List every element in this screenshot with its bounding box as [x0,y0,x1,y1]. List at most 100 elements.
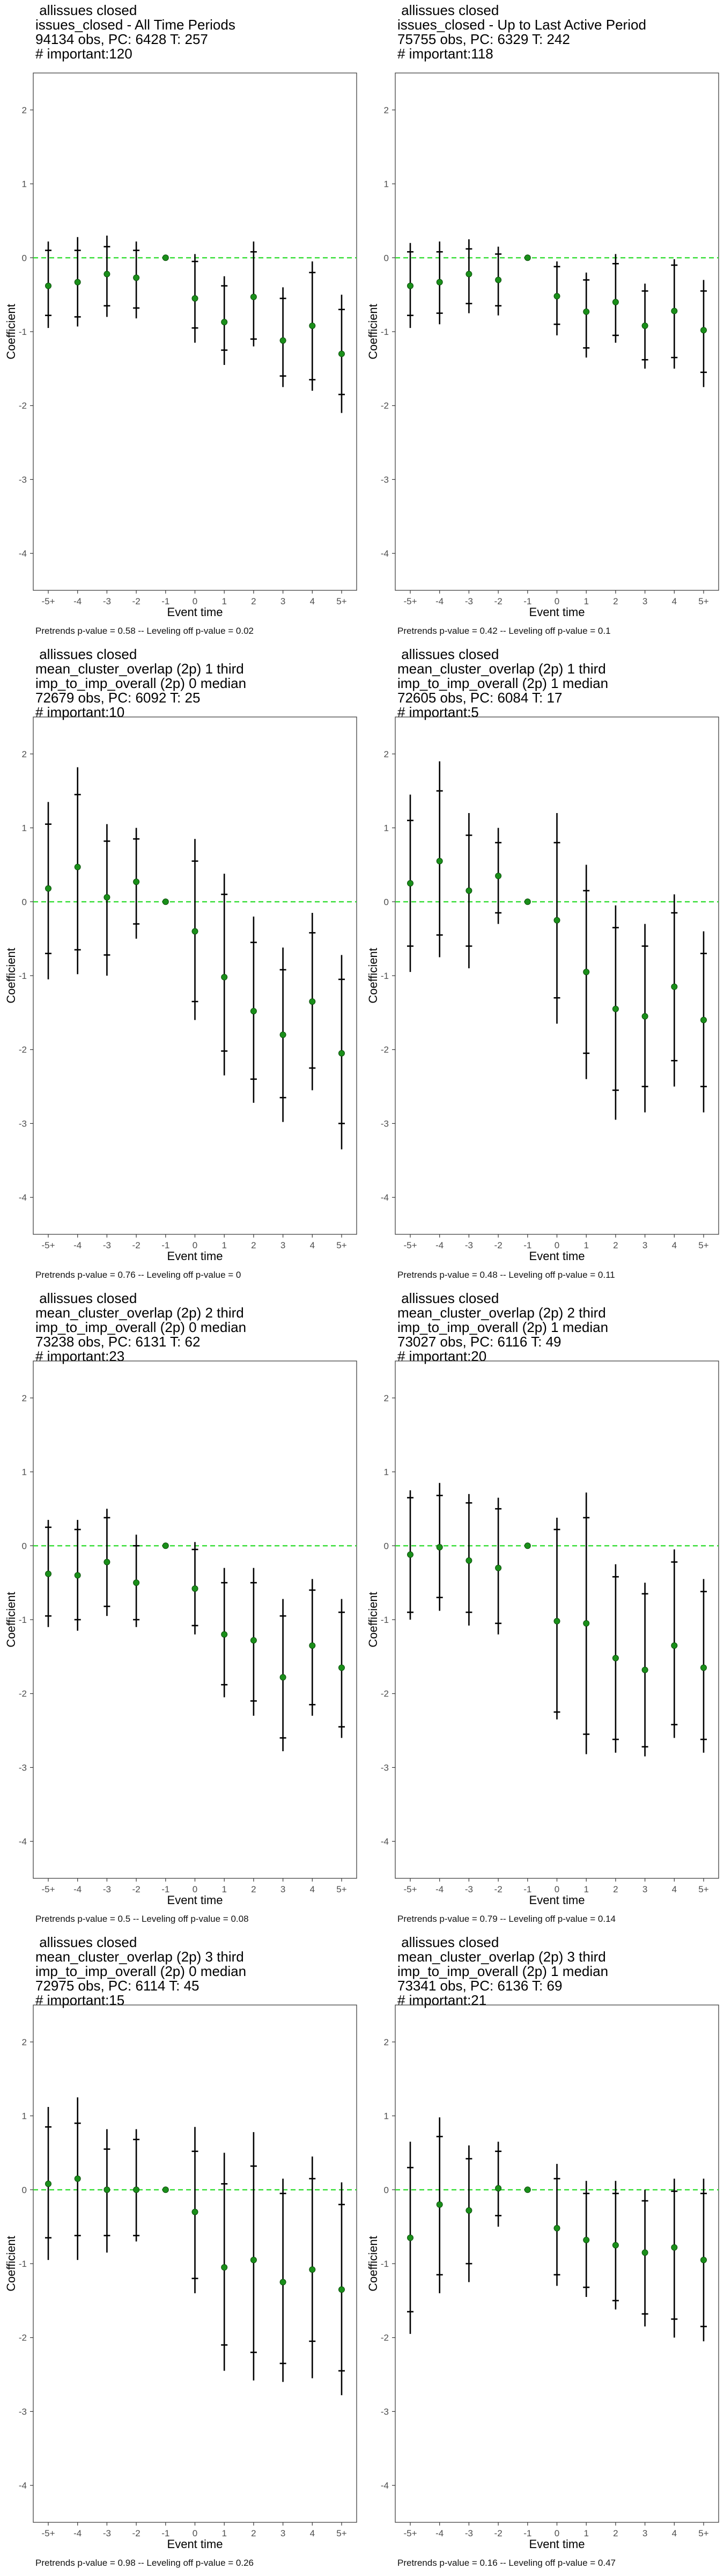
chart-header: allissues closed mean_cluster_overlap (2p… [397,647,608,720]
coefficient-point [671,2244,678,2251]
coefficient-point [191,295,198,302]
x-tick-label: 5+ [336,1240,346,1250]
x-axis-label: Event time [529,2537,585,2551]
x-tick-label: -3 [103,2528,111,2538]
coefficient-point [74,1572,81,1579]
chart-header: allissues closed issues_closed - Up to La… [397,3,646,61]
x-tick-label: 0 [555,1240,559,1250]
y-tick-label: -4 [19,1192,27,1203]
y-tick-label: -1 [381,971,389,981]
x-tick-label: 0 [193,596,197,606]
x-tick-label: -3 [465,1240,473,1250]
x-tick-label: -2 [132,1884,141,1894]
y-tick-label: -1 [381,327,389,337]
x-tick-label: -1 [523,2528,531,2538]
coefficient-point [74,279,81,286]
chart-header-line: mean_cluster_overlap (2p) 3 third [35,1949,244,1965]
x-tick-label: -3 [465,1884,473,1894]
chart-panel: allissues closed mean_cluster_overlap (2p… [0,644,362,1288]
chart-header-line: allissues closed [397,1290,499,1306]
x-tick-label: -1 [523,1884,531,1894]
chart-panel: allissues closed mean_cluster_overlap (2p… [362,1932,724,2576]
coefficient-point [221,974,228,980]
y-tick-label: 1 [384,823,389,833]
coefficient-point [524,898,531,905]
x-tick-label: 4 [310,596,315,606]
coefficient-point [495,1564,502,1571]
chart-header-line: allissues closed [35,2,137,18]
coefficient-point [250,1637,257,1644]
coefficient-point [524,2186,531,2193]
coefficient-point [641,1013,648,1020]
x-axis-label: Event time [529,1249,585,1263]
y-tick-label: -2 [19,2333,27,2343]
x-tick-label: 3 [280,596,285,606]
x-tick-label: 5+ [336,2528,346,2538]
x-tick-label: -2 [132,2528,141,2538]
coefficient-point [162,1542,169,1549]
chart-header-line: 72975 obs, PC: 6114 T: 45 [35,1978,200,1994]
y-tick-label: -2 [19,1689,27,1699]
x-tick-label: -5+ [403,1884,417,1894]
y-tick-label: -4 [381,1836,389,1847]
chart-header-line: 94134 obs, PC: 6428 T: 257 [35,31,208,47]
plot-area: -4 -3 -2 -1 0 1 2 -5+ -4 -3 -2 -1 0 1 2 3 4 5+ Event time C… [366,72,719,619]
x-tick-label: 0 [193,2528,197,2538]
x-axis-label: Event time [529,605,585,619]
coefficient-point [279,1674,286,1681]
x-tick-label: -3 [103,1240,111,1250]
y-tick-label: 0 [384,253,389,263]
coefficient-point [221,1631,228,1638]
x-tick-label: 5+ [698,1884,708,1894]
chart-header-line: mean_cluster_overlap (2p) 1 third [397,661,606,677]
y-tick-label: -4 [381,548,389,559]
y-tick-label: 2 [22,105,27,115]
chart-header: allissues closed mean_cluster_overlap (2p… [397,1291,608,1364]
coefficient-point [553,917,560,924]
coefficient-point [495,873,502,880]
x-tick-label: 3 [280,2528,285,2538]
coefficient-point [700,327,707,334]
chart-header-line: mean_cluster_overlap (2p) 2 third [35,1305,244,1321]
coefficient-point [221,2264,228,2271]
x-tick-label: -1 [161,1884,169,1894]
coefficient-point [338,1050,345,1057]
coefficient-point [436,1544,443,1551]
x-tick-label: 5+ [698,1240,708,1250]
chart-header-line: allissues closed [397,646,499,662]
x-tick-label: -5+ [41,1884,55,1894]
coefficient-point [671,1642,678,1649]
y-tick-label: -1 [381,1615,389,1625]
chart-header-line: allissues closed [397,1934,499,1950]
chart-panel: allissues closed issues_closed - All Time… [0,0,362,644]
coefficient-point [45,2180,51,2187]
coefficient-point [641,2249,648,2256]
y-axis-label: Coefficient [366,948,380,1004]
x-tick-label: 0 [555,1884,559,1894]
chart-header-line: 73027 obs, PC: 6116 T: 49 [397,1334,562,1350]
pvalue-footnote: Pretrends p-value = 0.79 -- Leveling off… [397,1914,616,1924]
y-tick-label: -3 [19,1762,27,1773]
y-tick-label: -2 [381,1689,389,1699]
x-tick-label: 4 [672,2528,677,2538]
x-tick-label: 2 [613,2528,618,2538]
x-tick-label: 5+ [698,596,708,606]
y-tick-label: -1 [19,971,27,981]
chart-header-line: imp_to_imp_overall (2p) 1 median [397,1963,609,1979]
x-tick-label: -2 [494,2528,503,2538]
y-tick-label: -1 [381,2259,389,2269]
chart-header-line: issues_closed - All Time Periods [35,17,235,33]
x-tick-label: 4 [310,1884,315,1894]
x-tick-label: 1 [221,2528,226,2538]
chart-panel: allissues closed mean_cluster_overlap (2p… [0,1288,362,1932]
coefficient-point [133,2186,140,2193]
coefficient-point [45,1570,51,1577]
y-tick-label: 2 [22,2037,27,2047]
x-tick-label: 1 [221,596,226,606]
pvalue-footnote: Pretrends p-value = 0.5 -- Leveling off … [35,1914,249,1924]
x-tick-label: -2 [494,1240,503,1250]
coefficient-point [191,1585,198,1592]
pvalue-footnote: Pretrends p-value = 0.76 -- Leveling off… [35,1270,241,1280]
y-tick-label: 1 [22,823,27,833]
coefficient-point [700,2257,707,2264]
